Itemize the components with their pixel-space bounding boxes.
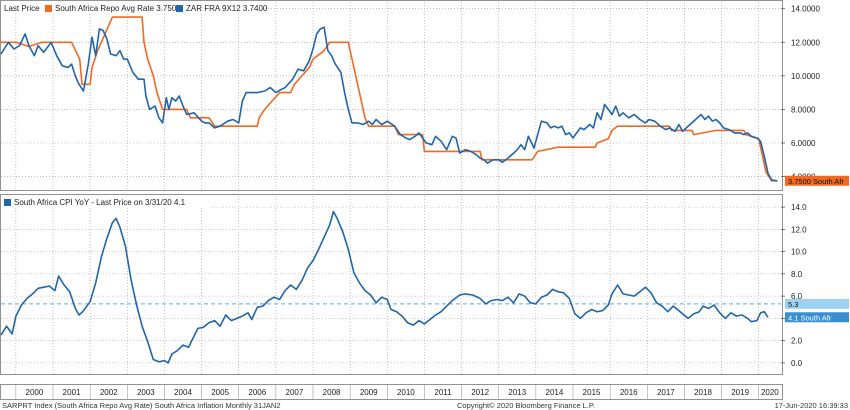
last-value-tag [785,175,849,186]
x-tick-label: 2008 [323,388,341,397]
last-value-tags: 3.7500 South Afr 4.1 South Afr 5.3 [785,175,849,323]
x-tick-label: 2004 [174,388,192,397]
y-tick-label: 8.0 [791,270,803,279]
x-tick-label: 2010 [397,388,415,397]
last-value-tag-label: 4.1 South Afr [788,313,832,322]
bottom-legend-bg [1,196,211,208]
bottom-panel-frame [0,194,783,375]
top-legend-heading: Last Price [4,4,40,13]
legend-swatch-repo [45,5,52,12]
top-panel-series [0,16,778,182]
x-tick-label: 2006 [248,388,266,397]
y-tick-label: 8.0000 [791,105,816,114]
y-tick-label: 12.0 [791,225,807,234]
last-value-tag [785,312,849,323]
legend-swatch-cpi [4,199,11,206]
x-axis-strip [0,384,783,400]
bottom-panel-grid [1,196,781,374]
series-line-0-1 [0,26,778,182]
footer-copyright: Copyright© 2020 Bloomberg Finance L.P. [457,401,595,410]
x-tick-label: 2019 [731,388,749,397]
x-tick-label: 2003 [137,388,155,397]
legend-label-cpi: South Africa CPI YoY - Last Price on 3/3… [14,198,186,207]
y-tick-label: 10.0000 [791,72,820,81]
top-legend-bg [1,2,261,14]
x-tick-label: 2014 [546,388,564,397]
y-tick-label: 10.0 [791,248,807,257]
x-tick-label: 2009 [360,388,378,397]
x-tick-label: 2012 [471,388,489,397]
x-tick-label: 2000 [26,388,44,397]
bottom-panel-series [0,210,769,364]
footer-timestamp: 17-Jun-2020 16:39:33 [775,401,848,410]
footer-source: SARPRT Index (South Africa Repo Avg Rate… [2,401,281,410]
last-value-tag-label: 3.7500 South Afr [788,177,844,186]
x-tick-label: 2020 [761,388,779,397]
y-tick-label: 6.0000 [791,139,816,148]
legend-swatch-fra [176,5,183,12]
y-tick-label: 2.0 [791,337,803,346]
reference-tag [785,298,849,309]
x-tick-label: 2002 [100,388,118,397]
legend-label-repo: South Africa Repo Avg Rate 3.7500 [55,4,181,13]
x-tick-label: 2005 [211,388,229,397]
y-tick-label: 12.0000 [791,38,820,47]
y-tick-label: 0.0 [791,359,803,368]
x-axis-ticks: 2000 2001 2002 2003 2004 2005 2006 2007 2008 2009… [15,385,779,399]
series-line-1-0 [0,210,769,364]
y-tick-label: 6.0 [791,292,803,301]
x-tick-label: 2017 [657,388,675,397]
reference-tag-label: 5.3 [788,300,798,309]
x-tick-label: 2015 [583,388,601,397]
x-tick-label: 2011 [434,388,452,397]
x-tick-label: 2016 [620,388,638,397]
y-tick-label: 14.0 [791,203,807,212]
x-tick-label: 2007 [286,388,304,397]
x-tick-label: 2018 [694,388,712,397]
x-tick-label: 2001 [63,388,81,397]
bottom-y-axis-ticks: 14.012.010.08.06.04.02.00.0 [781,203,807,368]
top-legend: Last Price South Africa Repo Avg Rate 3.… [1,2,268,14]
x-tick-label: 2013 [508,388,526,397]
y-tick-label: 14.0000 [791,5,820,14]
legend-label-fra: ZAR FRA 9X12 3.7400 [186,4,268,13]
top-panel-grid [1,2,781,190]
top-panel-frame [0,0,783,191]
bottom-legend: South Africa CPI YoY - Last Price on 3/3… [1,196,211,208]
